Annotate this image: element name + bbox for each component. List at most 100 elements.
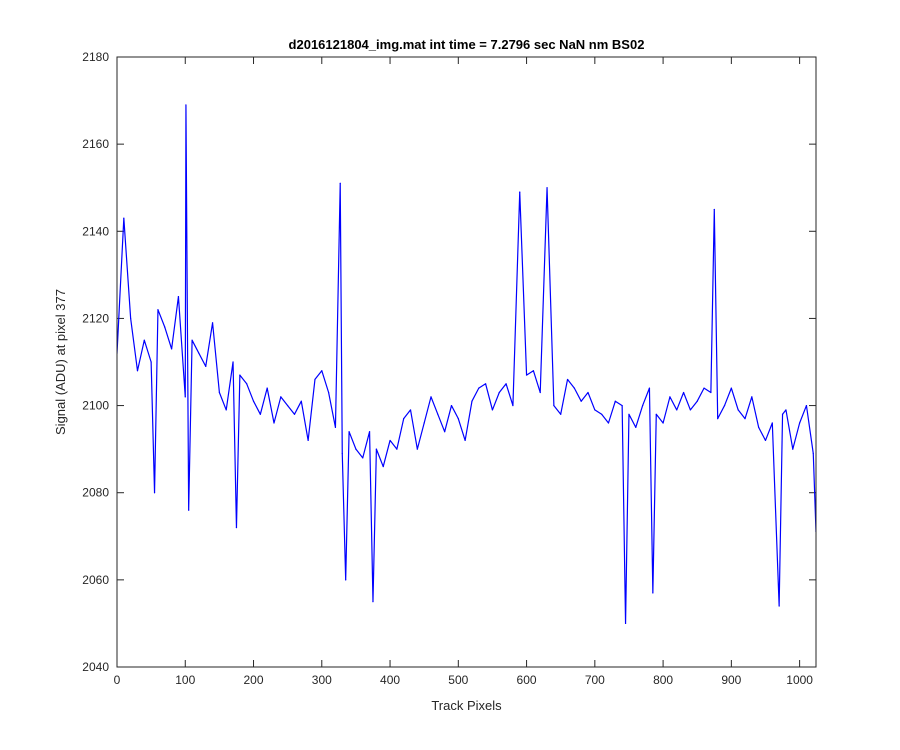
data-point	[696, 400, 698, 402]
data-point	[252, 400, 255, 402]
data-point	[635, 426, 637, 428]
x-tick-label: 600	[517, 673, 537, 687]
data-point	[430, 396, 432, 398]
data-point	[669, 396, 671, 398]
x-tick-label: 700	[585, 673, 605, 687]
data-point	[457, 418, 459, 420]
data-point	[232, 361, 234, 363]
data-point	[713, 208, 715, 211]
data-point	[307, 439, 309, 442]
series-layer	[117, 104, 816, 625]
data-point	[682, 391, 685, 394]
data-point	[396, 448, 398, 450]
data-point	[164, 326, 166, 328]
data-point	[403, 418, 405, 420]
x-tick-label: 400	[380, 673, 400, 687]
data-point	[300, 400, 302, 402]
data-point	[566, 378, 569, 381]
data-point	[341, 452, 343, 455]
data-point	[171, 348, 173, 350]
data-point	[744, 418, 746, 420]
data-point	[259, 413, 261, 415]
data-point	[293, 413, 296, 415]
data-point	[655, 413, 657, 415]
data-point	[607, 422, 610, 424]
y-tick-labels: 2040 2060 2080 2100 2120 2140 2160 2180	[82, 50, 109, 674]
data-point	[375, 448, 377, 450]
data-point	[130, 317, 132, 320]
data-point	[785, 409, 787, 411]
data-point	[532, 370, 535, 372]
data-point	[464, 439, 466, 442]
data-point	[771, 422, 773, 424]
data-point	[512, 404, 514, 407]
data-point	[143, 339, 145, 341]
data-point	[157, 309, 159, 311]
x-tick-label: 1000	[786, 673, 813, 687]
data-point	[805, 404, 808, 407]
data-point	[239, 374, 241, 376]
data-point	[491, 409, 494, 411]
data-point	[560, 413, 562, 415]
data-point	[235, 526, 238, 529]
data-point	[321, 370, 323, 372]
data-point	[580, 400, 582, 402]
data-point	[423, 422, 425, 424]
data-point	[778, 605, 780, 607]
data-point	[218, 391, 220, 394]
data-point	[648, 387, 651, 389]
data-point	[471, 400, 473, 402]
data-point	[652, 592, 654, 594]
y-tick-label: 2080	[82, 486, 109, 500]
data-point	[478, 387, 480, 389]
x-tick-label: 800	[653, 673, 673, 687]
data-point	[498, 391, 500, 394]
data-point	[382, 465, 384, 468]
x-tick-label: 500	[448, 673, 468, 687]
data-point	[191, 339, 193, 341]
data-point	[723, 404, 726, 407]
data-point	[751, 396, 753, 398]
data-point	[573, 387, 575, 389]
data-point	[450, 404, 453, 407]
data-point	[614, 400, 616, 402]
data-point	[601, 413, 603, 415]
data-point	[730, 387, 732, 389]
data-point	[205, 365, 207, 367]
data-point	[525, 374, 528, 376]
data-point	[764, 439, 767, 442]
data-point	[177, 296, 180, 298]
data-point	[355, 448, 357, 450]
data-point	[368, 431, 371, 433]
data-point	[505, 383, 507, 385]
data-point	[416, 448, 418, 450]
data-point	[485, 383, 487, 385]
data-point	[314, 378, 316, 381]
data-point	[594, 409, 596, 411]
data-point	[703, 387, 705, 389]
data-point	[188, 509, 190, 511]
data-point	[266, 387, 268, 389]
data-point	[362, 457, 364, 459]
y-tick-label: 2160	[82, 137, 109, 151]
data-point	[662, 422, 664, 424]
data-point	[758, 426, 760, 428]
data-point	[136, 370, 139, 372]
data-point	[280, 396, 282, 398]
data-point	[628, 413, 630, 415]
data-point	[437, 413, 439, 415]
data-point	[539, 391, 541, 394]
data-point	[389, 439, 391, 442]
data-point	[153, 492, 156, 494]
data-point	[792, 448, 794, 450]
data-point	[553, 404, 555, 407]
data-point	[621, 404, 623, 407]
data-point	[409, 409, 412, 411]
data-point	[444, 431, 446, 433]
data-point	[710, 391, 712, 394]
data-point	[273, 422, 275, 424]
data-point	[546, 187, 548, 189]
chart-title: d2016121804_img.mat int time = 7.2796 se…	[289, 37, 645, 52]
y-tick-label: 2060	[82, 573, 109, 587]
y-tick-label: 2040	[82, 660, 109, 674]
